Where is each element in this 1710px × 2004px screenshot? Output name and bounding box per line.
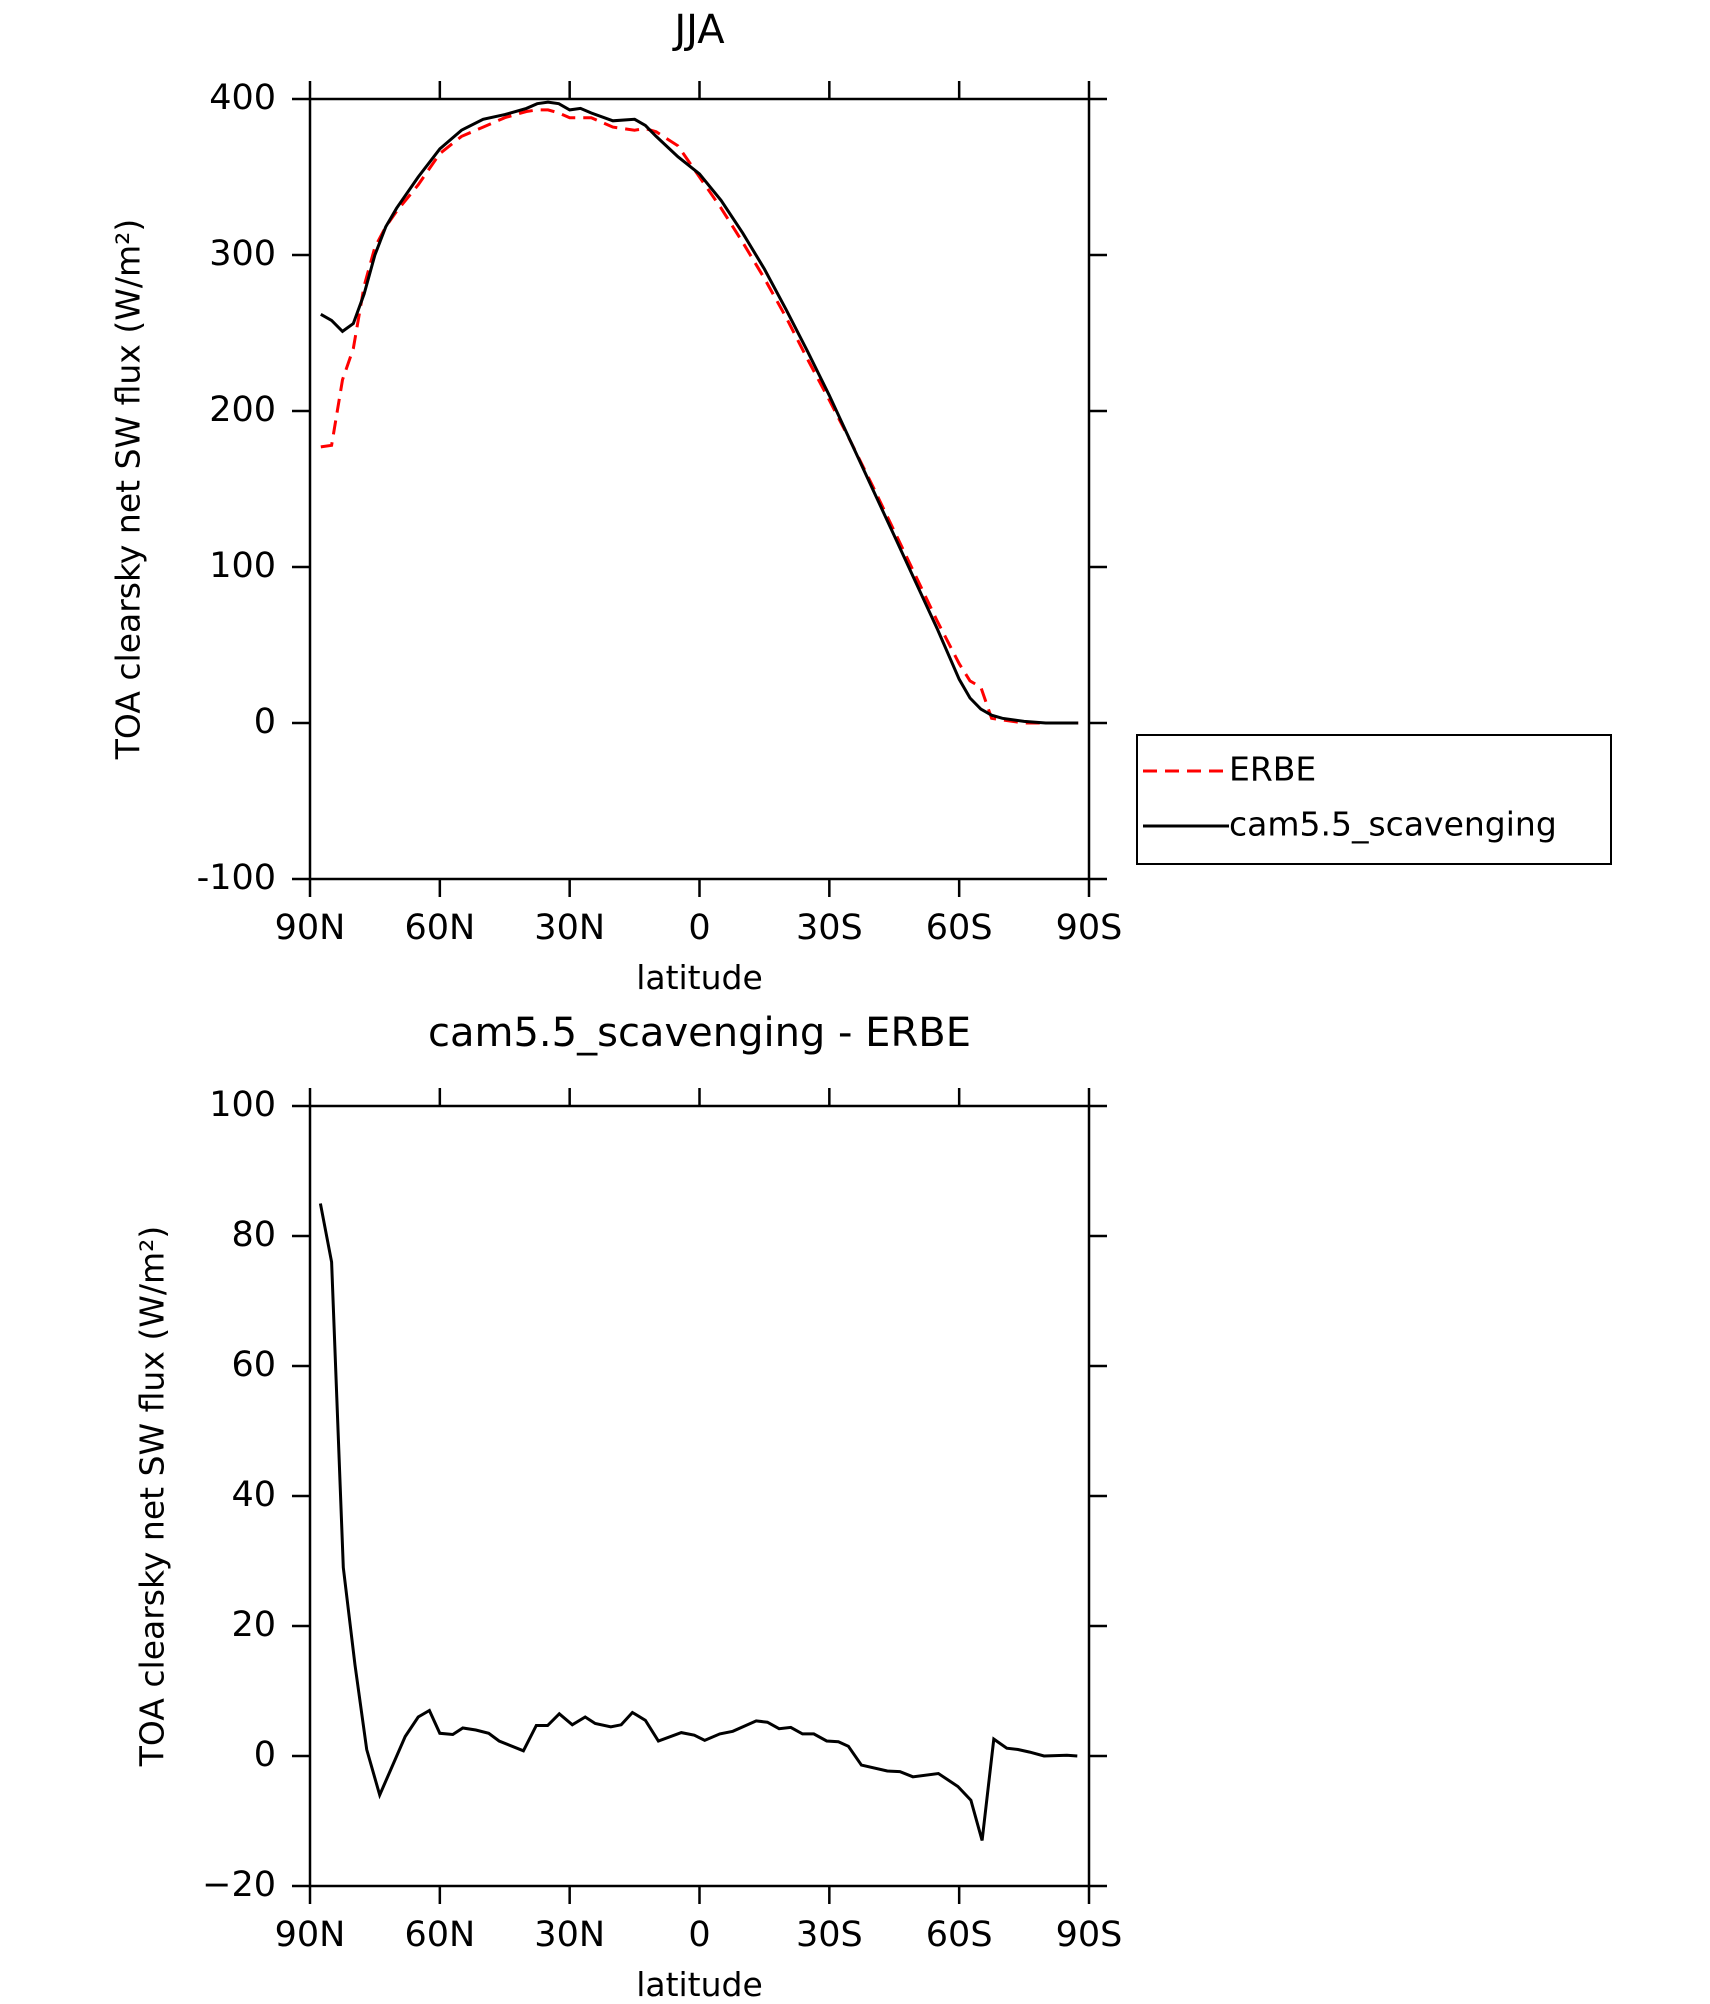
x-tick-label: 90N <box>275 908 346 948</box>
legend-label: cam5.5_scavenging <box>1229 805 1557 844</box>
data-line <box>318 1203 1078 1841</box>
y-tick-label: 20 <box>231 1605 276 1645</box>
y-tick-label: 60 <box>231 1345 276 1385</box>
x-tick-label: 0 <box>688 908 710 948</box>
x-tick-label: 60N <box>404 908 475 948</box>
x-tick-label: 30N <box>534 908 605 948</box>
data-line <box>320 108 1079 725</box>
y-tick-label: 0 <box>254 702 276 742</box>
x-tick-label: 60N <box>404 1915 475 1955</box>
x-tick-label: 30S <box>796 1915 863 1955</box>
y-axis-label: TOA clearsky net SW flux (W/m²) <box>133 1226 172 1767</box>
x-tick-label: 90S <box>1056 908 1123 948</box>
y-tick-label: −20 <box>202 1865 276 1905</box>
y-tick-label: 100 <box>209 1085 276 1125</box>
x-tick-label: 90S <box>1056 1915 1123 1955</box>
x-tick-label: 60S <box>926 1915 993 1955</box>
y-tick-label: 80 <box>231 1215 276 1255</box>
chart-title: JJA <box>671 7 725 53</box>
data-line <box>320 100 1079 725</box>
legend-box <box>1136 734 1612 865</box>
y-tick-label: 300 <box>209 234 276 274</box>
chart-title: cam5.5_scavenging - ERBE <box>428 1010 971 1056</box>
legend-label: ERBE <box>1229 750 1316 789</box>
plot-frame <box>308 1104 1091 1888</box>
x-tick-label: 0 <box>688 1915 710 1955</box>
x-tick-label: 90N <box>275 1915 346 1955</box>
y-tick-label: 100 <box>209 546 276 586</box>
x-tick-label: 30S <box>796 908 863 948</box>
x-axis-label: latitude <box>636 1965 763 2004</box>
y-tick-label: 40 <box>231 1475 276 1515</box>
y-axis-label: TOA clearsky net SW flux (W/m²) <box>109 219 148 760</box>
x-tick-label: 60S <box>926 908 993 948</box>
y-tick-label: 400 <box>209 78 276 118</box>
y-tick-label: -100 <box>197 858 276 898</box>
plot-frame <box>308 97 1091 881</box>
x-tick-label: 30N <box>534 1915 605 1955</box>
x-axis-label: latitude <box>636 958 763 997</box>
y-tick-label: 0 <box>254 1735 276 1775</box>
y-tick-label: 200 <box>209 390 276 430</box>
